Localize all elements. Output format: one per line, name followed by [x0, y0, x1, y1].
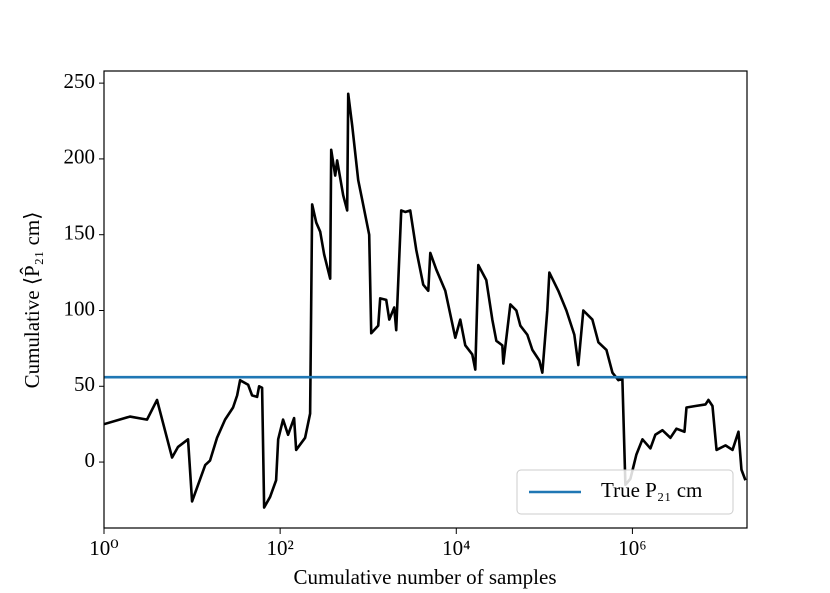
y-tick-label: 250	[64, 69, 96, 93]
y-tick-label: 150	[64, 221, 96, 245]
y-tick-label: 50	[74, 372, 95, 396]
y-axis-label: Cumulative ⟨P̂₂₁ cm⟩	[20, 212, 44, 389]
legend-label: True P₂₁ cm	[601, 478, 702, 502]
y-tick-label: 0	[85, 448, 96, 472]
x-tick-label: 10²	[266, 536, 293, 560]
y-tick-label: 100	[64, 296, 96, 320]
plot-frame	[103, 70, 748, 529]
x-tick-label: 10⁰	[89, 536, 118, 560]
y-tick-label: 200	[64, 145, 96, 169]
legend-box	[516, 469, 734, 515]
x-axis-label: Cumulative number of samples	[293, 565, 556, 589]
x-tick-label: 10⁶	[618, 536, 646, 560]
plot	[104, 92, 747, 509]
x-tick-label: 10⁴	[442, 536, 470, 560]
data-line	[104, 92, 747, 509]
